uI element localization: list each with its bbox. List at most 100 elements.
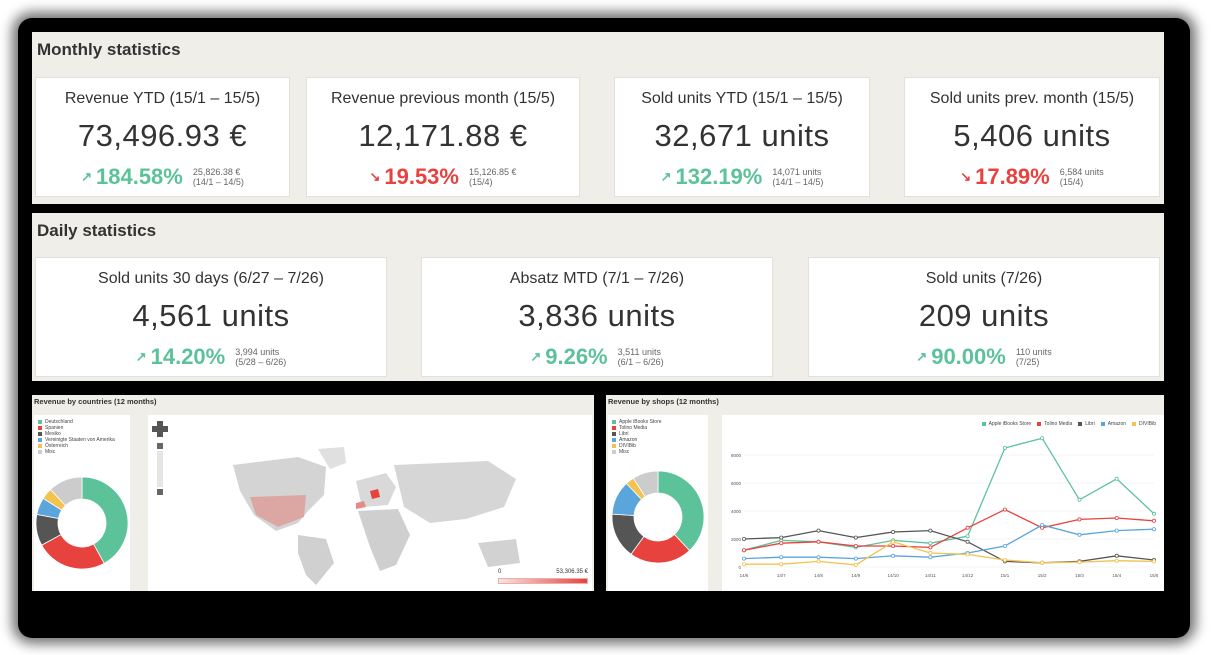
series-line[interactable]	[744, 541, 1155, 566]
series-point[interactable]	[1002, 507, 1007, 512]
series-point[interactable]	[891, 553, 896, 558]
line-legend-item[interactable]: DIVIBib	[1132, 421, 1156, 427]
card-comparison: ↘ 17.89% 6,584 units (15/4)	[905, 164, 1159, 190]
line-legend-item[interactable]: Amazon	[1100, 421, 1126, 427]
legend-swatch	[38, 420, 42, 424]
series-point[interactable]	[1114, 528, 1119, 533]
donut-slice[interactable]	[632, 470, 659, 498]
legend-item[interactable]: Apple iBooks Store	[612, 419, 662, 425]
pan-control-icon[interactable]	[152, 421, 168, 437]
series-point[interactable]	[779, 541, 784, 546]
legend-label: Spanien	[45, 425, 64, 431]
legend-item[interactable]: Mexiko	[38, 431, 115, 437]
legend-swatch	[1100, 422, 1105, 426]
series-point[interactable]	[741, 537, 746, 542]
germany-region	[370, 489, 380, 499]
legend-item[interactable]: Österreich	[38, 443, 115, 449]
series-point[interactable]	[891, 543, 896, 548]
previous-range: (6/1 – 6/26)	[617, 357, 664, 367]
previous-period: 3,994 units (5/28 – 6/26)	[235, 347, 286, 367]
series-point[interactable]	[1077, 517, 1082, 522]
previous-range: (14/1 – 14/5)	[192, 177, 244, 187]
legend-item[interactable]: Amazon	[612, 437, 662, 443]
series-point[interactable]	[816, 539, 821, 544]
series-point[interactable]	[1151, 518, 1156, 523]
donut-slice[interactable]	[81, 477, 129, 564]
series-point[interactable]	[1002, 543, 1007, 548]
series-point[interactable]	[965, 525, 970, 530]
previous-value: 110 units	[1015, 347, 1052, 357]
series-point[interactable]	[965, 552, 970, 557]
series-line[interactable]	[743, 524, 1155, 560]
series-point[interactable]	[1002, 445, 1007, 450]
zoom-slider[interactable]	[157, 451, 163, 487]
series-point[interactable]	[1040, 523, 1045, 528]
map-color-scale	[498, 578, 588, 584]
y-tick-label: 4000	[731, 509, 742, 514]
legend-item[interactable]: Deutschland	[38, 419, 115, 425]
series-point[interactable]	[928, 555, 933, 560]
line-legend-item[interactable]: Apple iBooks Store	[981, 421, 1031, 427]
line-legend-item[interactable]: Libri	[1078, 421, 1095, 427]
series-point[interactable]	[1077, 560, 1082, 565]
x-tick-label: 15/2	[1038, 573, 1047, 578]
series-point[interactable]	[928, 541, 933, 546]
map-zoom-controls[interactable]	[152, 421, 168, 501]
series-point[interactable]	[779, 555, 784, 560]
series-point[interactable]	[853, 535, 858, 540]
zoom-in-icon[interactable]	[157, 443, 163, 449]
series-point[interactable]	[928, 545, 933, 550]
change-percent: ↗ 9.26%	[530, 344, 607, 370]
series-point[interactable]	[1114, 553, 1119, 558]
legend-item[interactable]: Misc	[612, 449, 662, 455]
series-point[interactable]	[779, 562, 784, 567]
series-line[interactable]	[743, 529, 1155, 564]
panel-title: Revenue by countries (12 months)	[34, 397, 157, 406]
series-point[interactable]	[853, 543, 858, 548]
series-point[interactable]	[965, 539, 970, 544]
series-point[interactable]	[965, 534, 970, 539]
series-point[interactable]	[853, 562, 858, 567]
legend-item[interactable]: Vereinigte Staaten von Amerika	[38, 437, 115, 443]
series-point[interactable]	[1114, 516, 1119, 521]
series-point[interactable]	[928, 528, 933, 533]
world-map[interactable]: 0 53,306.35 €	[148, 415, 592, 591]
series-point[interactable]	[853, 556, 858, 561]
series-point[interactable]	[779, 535, 784, 540]
series-point[interactable]	[1114, 558, 1119, 563]
series-point[interactable]	[1114, 476, 1119, 481]
legend-item[interactable]: DIVIBib	[612, 443, 662, 449]
series-point[interactable]	[1151, 527, 1156, 532]
zoom-out-icon[interactable]	[157, 489, 163, 495]
series-point[interactable]	[928, 550, 933, 555]
legend-item[interactable]: Misc	[38, 449, 115, 455]
donut-slice[interactable]	[49, 477, 83, 507]
series-point[interactable]	[891, 530, 896, 535]
series-point[interactable]	[891, 539, 896, 544]
series-point[interactable]	[816, 528, 821, 533]
legend-item[interactable]: Tolino Media	[612, 425, 662, 431]
series-point[interactable]	[1077, 532, 1082, 537]
change-percent: ↗ 14.20%	[136, 344, 226, 370]
series-point[interactable]	[741, 562, 746, 567]
legend-item[interactable]: Spanien	[38, 425, 115, 431]
legend-swatch	[612, 432, 616, 436]
series-point[interactable]	[1040, 560, 1045, 565]
stat-card: Sold units (7/26) 209 units ↗ 90.00% 110 uni…	[808, 257, 1160, 377]
series-point[interactable]	[1151, 559, 1156, 564]
series-point[interactable]	[741, 548, 746, 553]
previous-range: (15/4)	[468, 177, 493, 187]
series-point[interactable]	[816, 555, 821, 560]
series-line[interactable]	[743, 508, 1155, 551]
legend-item[interactable]: Libri	[612, 431, 662, 437]
series-point[interactable]	[1002, 557, 1007, 562]
donut-slice[interactable]	[657, 470, 705, 552]
line-legend-item[interactable]: Tolino Media	[1037, 421, 1072, 427]
series-point[interactable]	[1151, 511, 1156, 516]
trend-down-icon: ↘	[960, 169, 972, 184]
series-point[interactable]	[816, 559, 821, 564]
series-point[interactable]	[1077, 497, 1082, 502]
series-point[interactable]	[741, 556, 746, 561]
change-percent: ↗ 184.58%	[81, 164, 183, 190]
series-point[interactable]	[1040, 436, 1045, 441]
